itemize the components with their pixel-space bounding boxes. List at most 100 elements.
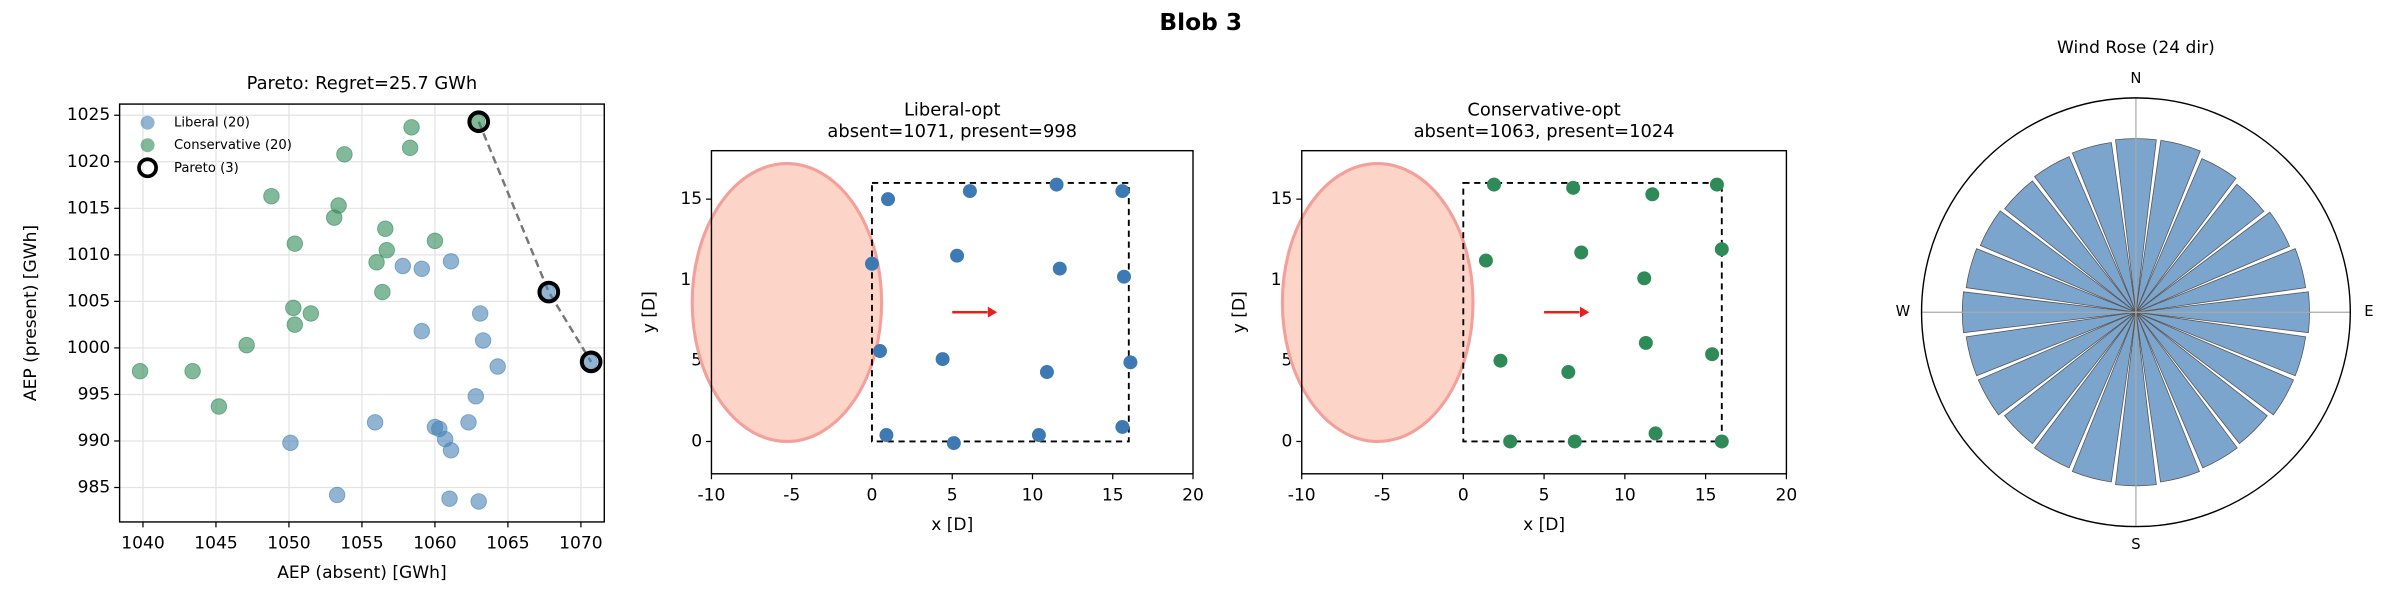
point [377,220,394,238]
point [413,260,431,278]
chart-title: Liberal-opt [904,99,1001,120]
x-tick-label: -5 [783,486,800,506]
x-tick-label: 0 [867,486,878,506]
point [282,434,299,452]
chart-subtitle: absent=1071, present=998 [827,121,1077,142]
wind-bar [2135,139,2201,313]
point [394,257,412,275]
wind-bar [2004,311,2137,445]
point [946,436,961,451]
point [286,235,304,252]
point [1478,253,1493,268]
y-tick-label: 1005 [67,291,110,311]
point [1116,269,1131,284]
y-tick-label: 15 [680,189,702,209]
y-tick-label: 1015 [67,198,110,218]
wind-bar [2135,312,2238,469]
x-tick-label: 5 [947,486,958,506]
point [1487,177,1501,192]
direction-label: W [1896,303,1911,320]
farm-boundary [1462,182,1723,443]
x-tick-label: 1060 [413,534,456,554]
chart-title: Conservative-opt [1467,99,1620,120]
point [325,209,343,226]
point [1049,177,1064,192]
point [1705,347,1720,362]
point [368,254,385,271]
point [864,256,879,271]
x-tick-label: 1055 [340,534,383,554]
x-tick-label: 1045 [194,534,237,554]
point [467,388,485,405]
y-tick-label: 5 [691,351,702,371]
point [1648,426,1663,441]
point [413,322,431,340]
point [950,248,965,263]
y-tick-label: 1025 [67,105,110,125]
y-tick-label: 15 [1271,189,1293,209]
wind-bar [2135,211,2291,313]
legend-label: Conservative (20) [174,138,292,153]
chart-title: Pareto: Regret=25.7 GWh [247,73,478,94]
wind-bar [2034,312,2137,469]
point [962,184,977,199]
wind-bar [1965,311,2137,377]
point [873,344,887,358]
point [131,362,149,380]
point [328,486,346,504]
wind-bar [1977,311,2137,416]
point [442,253,460,270]
point [302,305,320,322]
polar-frame [1920,97,2351,528]
x-tick-label: -10 [698,486,726,506]
wind-arrow-head [987,306,998,318]
point [935,352,950,367]
wind-bar [2135,312,2200,483]
x-axis-label: AEP (absent) [GWh] [277,563,446,583]
x-tick-label: 1050 [267,534,310,554]
y-axis-label: y [D] [639,291,659,333]
x-tick-label: 1070 [559,534,602,554]
wind-bar [2135,183,2265,313]
legend-marker [137,157,158,179]
point [489,358,506,375]
x-tick-label: 20 [1776,486,1798,506]
wake-region [690,162,884,444]
wake-region [1280,162,1475,444]
point [1645,187,1660,202]
legend-marker [140,138,155,153]
x-tick-label: 15 [1695,486,1717,506]
point [1031,428,1046,443]
y-tick-label: 0 [691,431,702,451]
point [1714,242,1729,257]
point [442,442,460,459]
point [426,232,444,250]
x-tick-label: 1065 [486,534,529,554]
y-tick-label: 995 [78,384,111,404]
wind-bar [2135,248,2307,313]
y-tick-label: 985 [78,478,111,498]
plot-frame [1301,149,1788,475]
point [474,332,492,349]
x-tick-label: 20 [1182,486,1204,506]
wind-bar [2135,158,2237,313]
y-tick-label: 1020 [67,152,110,172]
point [467,110,491,134]
wind-bar [1965,248,2137,313]
x-tick-label: 1040 [121,534,164,554]
x-tick-label: 0 [1458,486,1469,506]
point [470,493,487,510]
point [263,187,280,205]
direction-label: S [2131,536,2140,553]
point [1567,434,1582,449]
point [579,350,603,374]
point [1561,365,1576,379]
point [1052,261,1067,276]
x-tick-label: -10 [1288,486,1316,506]
point [460,414,477,431]
plot-frame [710,149,1194,475]
point [285,299,302,317]
point [1574,245,1589,260]
y-tick-label: 1000 [67,338,110,358]
direction-label: N [2130,70,2141,87]
